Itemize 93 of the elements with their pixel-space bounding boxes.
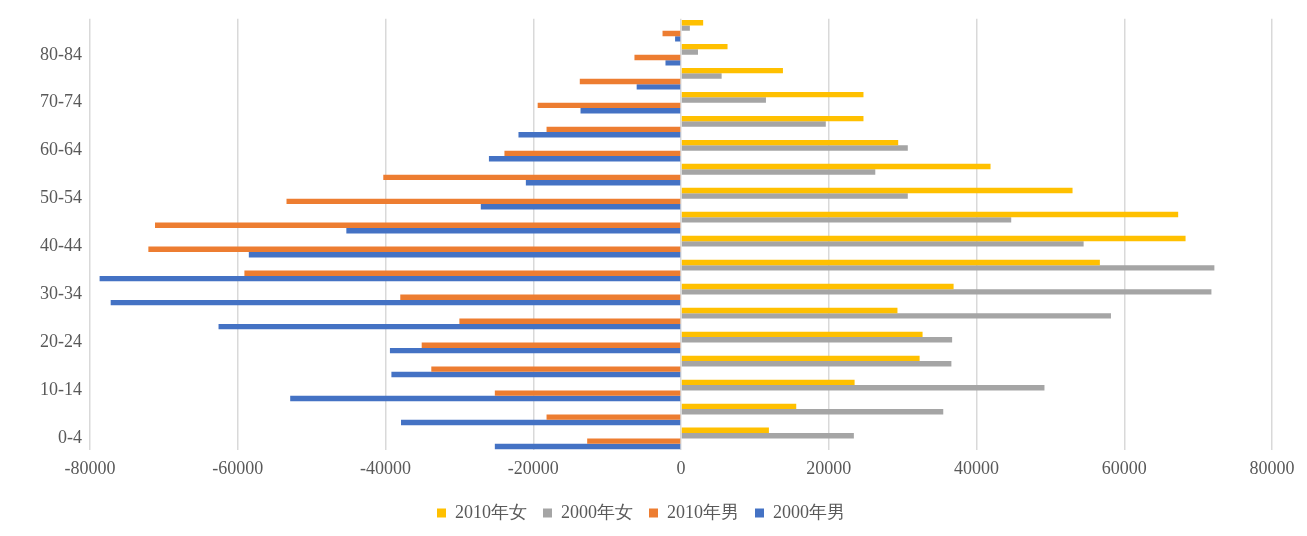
bar <box>401 419 681 426</box>
bar <box>518 132 681 138</box>
bar <box>488 156 681 162</box>
bar <box>681 283 954 290</box>
bar <box>286 198 681 205</box>
bar <box>681 97 766 103</box>
x-tick-label: -60000 <box>212 457 264 478</box>
bar <box>681 259 1100 266</box>
bar <box>681 193 908 199</box>
bar <box>494 443 681 450</box>
bar <box>681 217 1012 223</box>
bar <box>681 211 1179 218</box>
bar <box>681 20 704 26</box>
bar <box>681 73 722 79</box>
bar <box>459 318 681 324</box>
bar <box>525 180 681 186</box>
bar <box>290 395 681 402</box>
x-tick-label: 80000 <box>1249 457 1295 478</box>
bar <box>248 251 681 258</box>
bar <box>110 299 681 306</box>
x-tick-label: 20000 <box>806 457 852 478</box>
y-tick-label: 30-34 <box>40 283 82 304</box>
y-tick-label: 60-64 <box>40 139 82 160</box>
bar <box>400 294 681 300</box>
bar <box>546 126 681 133</box>
bar <box>681 427 769 434</box>
bar <box>681 145 908 151</box>
bar <box>681 169 876 175</box>
bar <box>391 371 681 378</box>
x-tick-label: -20000 <box>507 457 559 478</box>
bar <box>681 67 783 74</box>
bar <box>681 289 1212 295</box>
bar <box>389 347 681 354</box>
bar <box>636 84 681 90</box>
bar <box>681 433 854 439</box>
x-tick-label: -80000 <box>64 457 116 478</box>
bar <box>681 313 1111 319</box>
y-tick-label: 10-14 <box>40 379 82 400</box>
y-tick-label: 50-54 <box>40 187 82 208</box>
bar <box>681 379 855 386</box>
x-tick-label: 60000 <box>1101 457 1147 478</box>
bar <box>681 241 1084 247</box>
bar <box>681 361 952 367</box>
bar <box>681 337 953 343</box>
bar <box>681 307 898 314</box>
bar <box>579 78 681 85</box>
legend-label: 2010年女 <box>455 501 527 522</box>
y-tick-label: 70-74 <box>40 91 82 112</box>
bar <box>681 331 923 338</box>
bar <box>99 275 681 282</box>
bar <box>148 246 681 252</box>
legend-label: 2000年男 <box>773 501 845 522</box>
bar <box>218 323 681 330</box>
bar <box>587 438 681 444</box>
bar <box>480 204 681 210</box>
y-tick-label: 0-4 <box>58 427 82 448</box>
bar <box>681 115 864 122</box>
y-tick-label: 20-24 <box>40 331 82 352</box>
bar <box>421 342 681 348</box>
bar <box>681 385 1045 391</box>
legend-label: 2000年女 <box>561 501 633 522</box>
y-tick-label: 40-44 <box>40 235 82 256</box>
y-tick-label: 80-84 <box>40 43 82 64</box>
bar <box>681 43 728 50</box>
bar <box>665 60 681 66</box>
bar <box>681 403 797 410</box>
x-tick-label: 0 <box>676 457 686 478</box>
bar <box>681 265 1215 271</box>
bar <box>504 150 681 157</box>
bar <box>634 54 681 61</box>
bar <box>681 409 944 415</box>
bar <box>681 49 698 55</box>
bar <box>546 414 681 420</box>
bar <box>681 139 899 146</box>
bar <box>383 174 681 181</box>
bar <box>681 91 864 98</box>
bar <box>675 36 681 42</box>
bar <box>346 228 681 234</box>
x-tick-label: -40000 <box>360 457 411 478</box>
bar <box>537 102 681 109</box>
bar <box>681 121 826 127</box>
bar <box>244 270 681 276</box>
bar <box>155 222 681 229</box>
bar <box>494 390 681 396</box>
bar <box>681 187 1073 194</box>
bar <box>681 235 1186 242</box>
bar <box>580 108 681 114</box>
bar <box>681 163 991 170</box>
legend-label: 2010年男 <box>667 501 739 522</box>
x-tick-label: 40000 <box>954 457 999 478</box>
bar <box>681 25 690 31</box>
bar <box>681 355 920 362</box>
bar <box>431 366 681 372</box>
